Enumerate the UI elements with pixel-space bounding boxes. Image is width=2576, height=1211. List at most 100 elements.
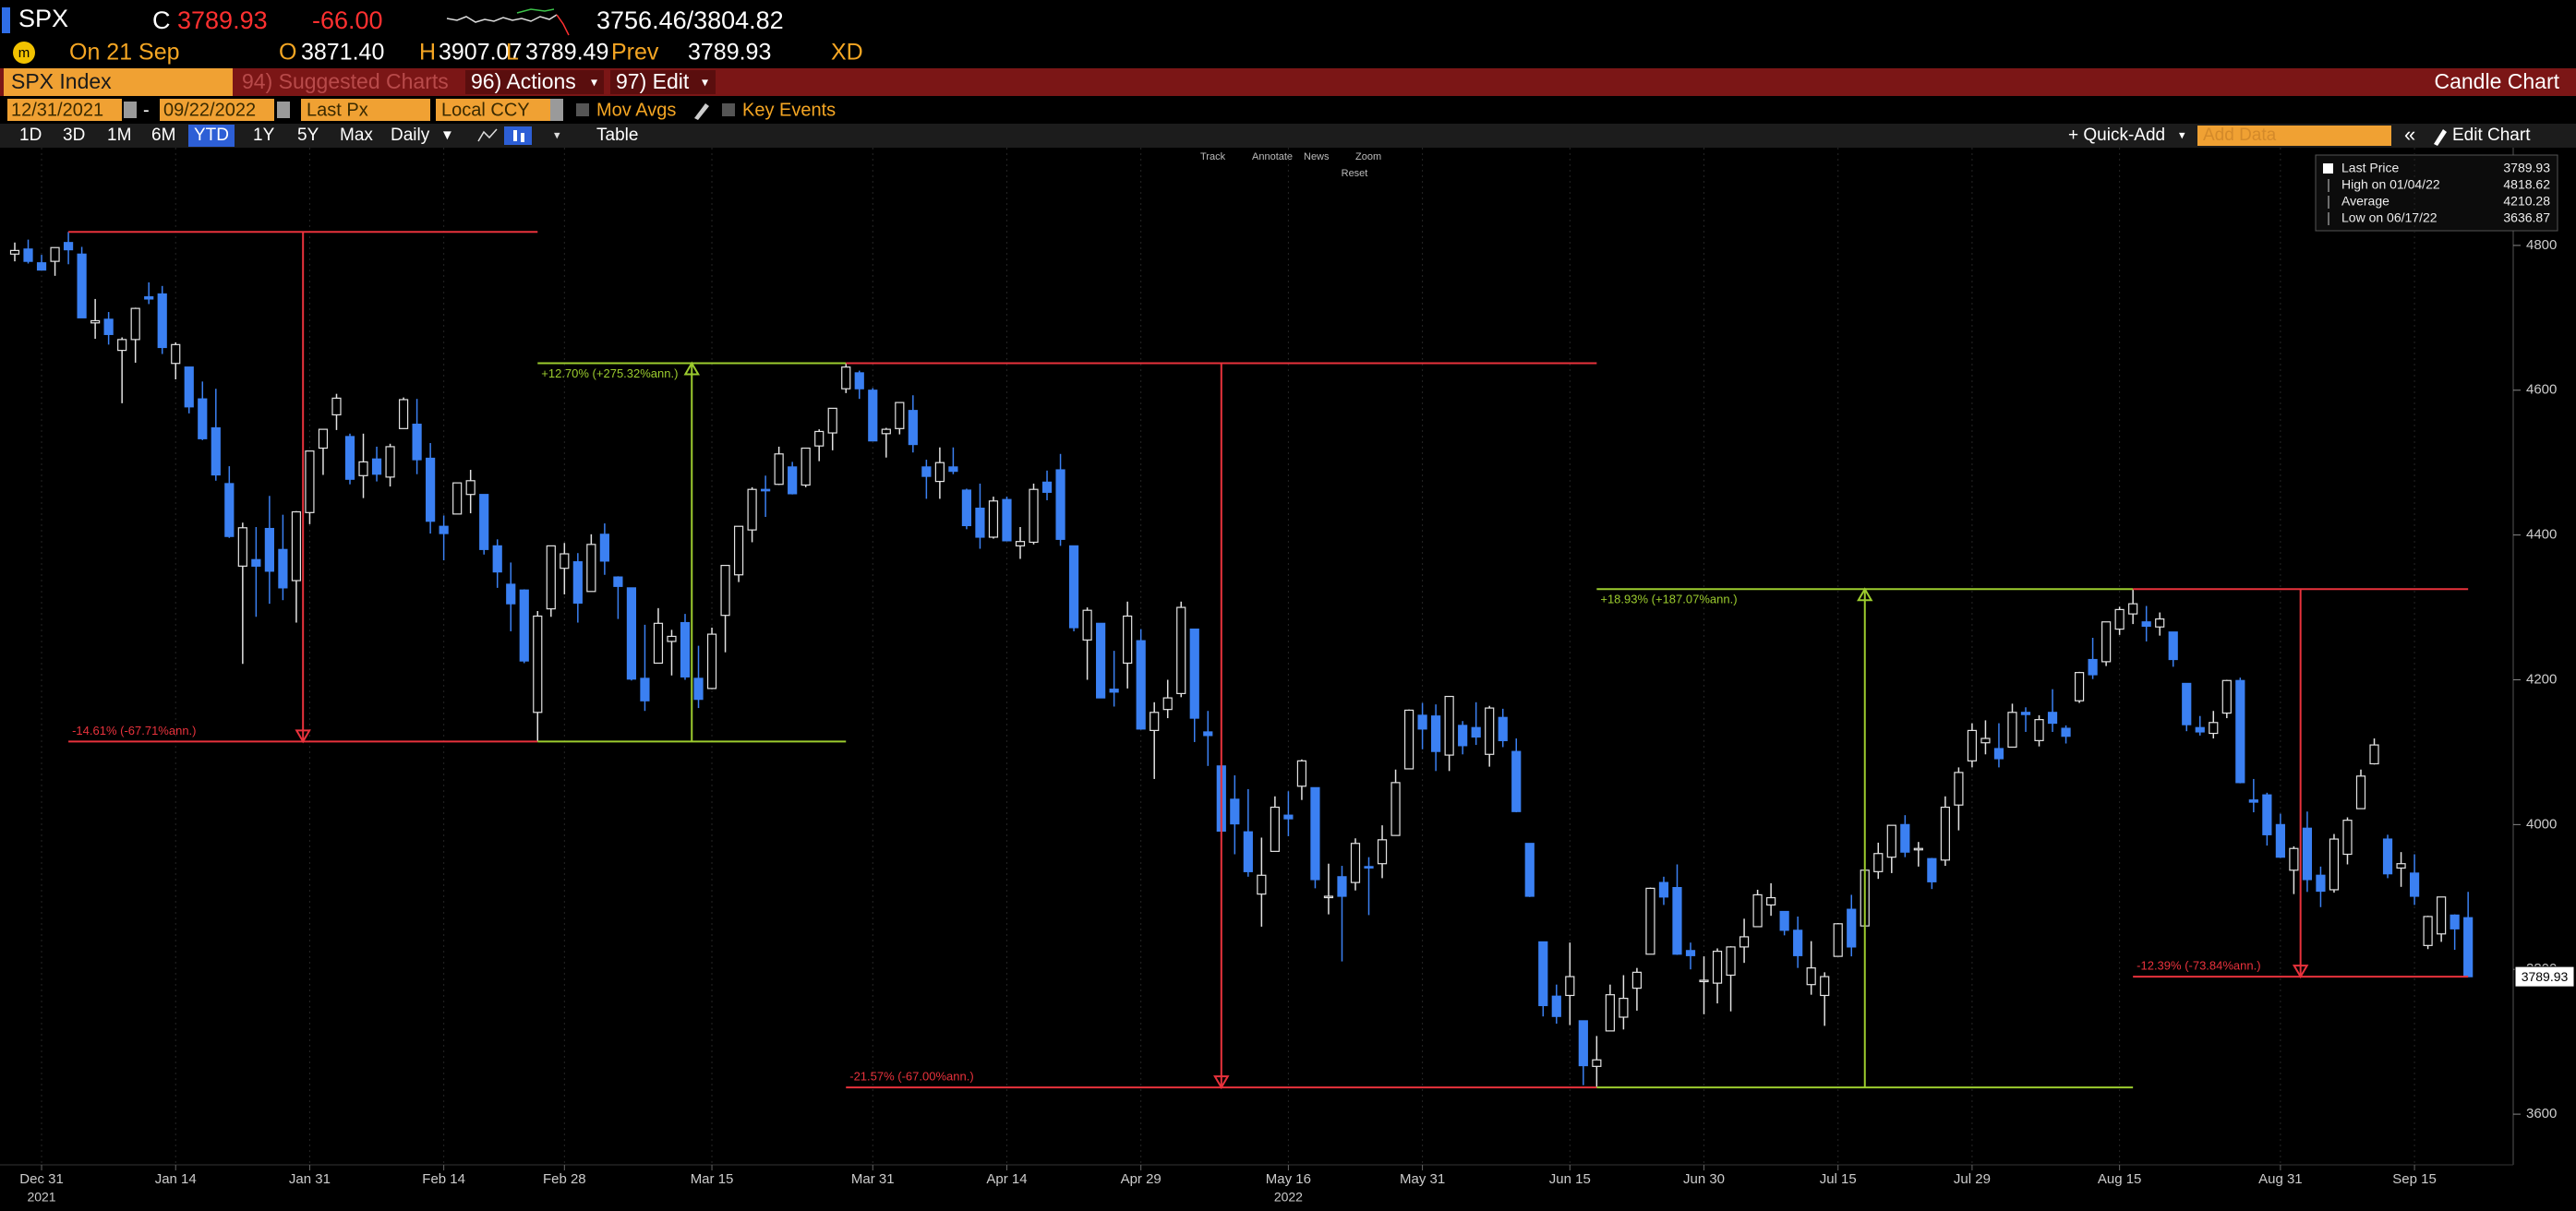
currency-box[interactable]	[436, 99, 550, 121]
candle-body	[344, 436, 355, 480]
last-price-tag	[2514, 965, 2575, 988]
x-tick-label: Dec 31	[19, 1171, 64, 1187]
add-data[interactable]: Add Data	[2203, 126, 2277, 145]
x-tick-label: Jul 15	[1820, 1171, 1857, 1187]
reset[interactable]: Reset	[1342, 168, 1368, 179]
candle-body	[1631, 971, 1643, 989]
period-button[interactable]: 6M	[151, 126, 175, 145]
candle-body	[761, 488, 771, 492]
candle-body	[613, 576, 623, 587]
x-tick-label: Apr 14	[986, 1171, 1027, 1187]
candle-body	[251, 558, 261, 567]
candle-body	[1498, 716, 1508, 741]
candle-body	[572, 561, 583, 604]
chart-tool[interactable]: Annotate	[1252, 151, 1293, 162]
period-bar	[0, 124, 2576, 148]
period-button[interactable]: 3D	[63, 126, 85, 145]
add-data-box[interactable]	[2197, 126, 2391, 146]
checkbox[interactable]	[576, 103, 589, 116]
security-box[interactable]	[4, 68, 233, 96]
security[interactable]: SPX Index	[11, 69, 112, 93]
candle-body	[1940, 806, 1950, 861]
edit-chart[interactable]: Edit Chart	[2452, 126, 2531, 145]
pencil-icon[interactable]	[694, 103, 709, 120]
info-icon[interactable]	[13, 42, 35, 64]
x-tick-label: Jun 30	[1683, 1171, 1725, 1187]
candle-body	[814, 430, 825, 447]
x-tick-label: Mar 15	[691, 1171, 734, 1187]
actions[interactable]: 96) Actions	[471, 69, 576, 93]
candle-body	[77, 253, 87, 318]
y-tick-label: 4200	[2526, 671, 2557, 687]
candle-body	[934, 462, 945, 483]
candle-body	[2355, 775, 2366, 809]
candle-body	[1390, 782, 1401, 836]
period-button[interactable]: 1Y	[253, 126, 275, 145]
start-date-box[interactable]	[7, 99, 122, 121]
bid-ask: 3756.46/3804.82	[596, 6, 784, 34]
candle-body	[895, 402, 905, 429]
y-tick-label: 4800	[2526, 237, 2557, 253]
field[interactable]: Last Px	[307, 100, 368, 120]
field-box[interactable]	[301, 99, 430, 121]
candle-body	[1041, 481, 1053, 493]
period-button[interactable]: YTD	[194, 126, 229, 145]
candle-body	[693, 677, 704, 701]
candle-body	[224, 483, 235, 537]
pencil-icon[interactable]	[2434, 129, 2447, 146]
candle-body	[640, 677, 650, 701]
symbol: SPX	[18, 5, 68, 32]
candle-body	[1296, 760, 1307, 787]
calendar-icon[interactable]	[124, 102, 137, 118]
chart-tool[interactable]: Zoom	[1355, 151, 1381, 162]
edit[interactable]: 97) Edit	[616, 69, 690, 93]
x-tick-label: Jul 29	[1954, 1171, 1991, 1187]
candle-body	[1551, 995, 1561, 1017]
frequency[interactable]: Daily	[391, 126, 430, 145]
legend-label: Last Price	[2341, 161, 2399, 175]
candle-body	[398, 399, 409, 429]
quick-add[interactable]: + Quick-Add	[2068, 126, 2165, 145]
start-date[interactable]: 12/31/2021	[11, 100, 103, 120]
candle-body	[1833, 923, 1843, 957]
chart-tool[interactable]: Track	[1200, 151, 1226, 162]
candle-body	[1203, 731, 1213, 737]
date-separator: -	[143, 100, 150, 120]
suggested-charts[interactable]: 94) Suggested Charts	[242, 69, 449, 93]
collapse-icon[interactable]: «	[2404, 123, 2415, 146]
candle-body	[1431, 715, 1441, 752]
candle-icon-box[interactable]	[504, 126, 532, 145]
x-tick-label: Aug 15	[2098, 1171, 2142, 1187]
chart-tool[interactable]: News	[1304, 151, 1330, 162]
key-events[interactable]: Key Events	[742, 100, 836, 120]
edit-button[interactable]	[610, 70, 716, 94]
end-date-box[interactable]	[160, 99, 274, 121]
candle-body	[921, 466, 932, 477]
y-tick-label: 4000	[2526, 816, 2557, 832]
dropdown-button[interactable]	[550, 99, 563, 121]
candle-body	[2248, 799, 2258, 803]
currency[interactable]: Local CCY	[441, 100, 530, 120]
candle-icon	[513, 130, 517, 141]
actions-button[interactable]	[465, 70, 604, 94]
measure-label: -21.57% (-67.00%ann.)	[849, 1070, 973, 1084]
end-date[interactable]: 09/22/2022	[163, 100, 256, 120]
calendar-icon[interactable]	[277, 102, 290, 118]
checkbox[interactable]	[722, 103, 735, 116]
line-icon[interactable]	[477, 128, 498, 142]
period-button[interactable]: Max	[340, 126, 373, 145]
period-button[interactable]: 1M	[107, 126, 131, 145]
candle-body	[1793, 929, 1803, 956]
candle-body	[264, 527, 274, 572]
dropdown-caret: ▾	[702, 75, 708, 90]
candle-body	[1444, 695, 1454, 756]
candle-body	[1283, 814, 1294, 820]
mov-avgs[interactable]: Mov Avgs	[596, 100, 676, 120]
info-icon-glyph: m	[18, 45, 30, 61]
period-button[interactable]: 1D	[19, 126, 42, 145]
period-button[interactable]: 5Y	[297, 126, 319, 145]
table[interactable]: Table	[596, 126, 638, 145]
candle-body	[90, 319, 101, 324]
